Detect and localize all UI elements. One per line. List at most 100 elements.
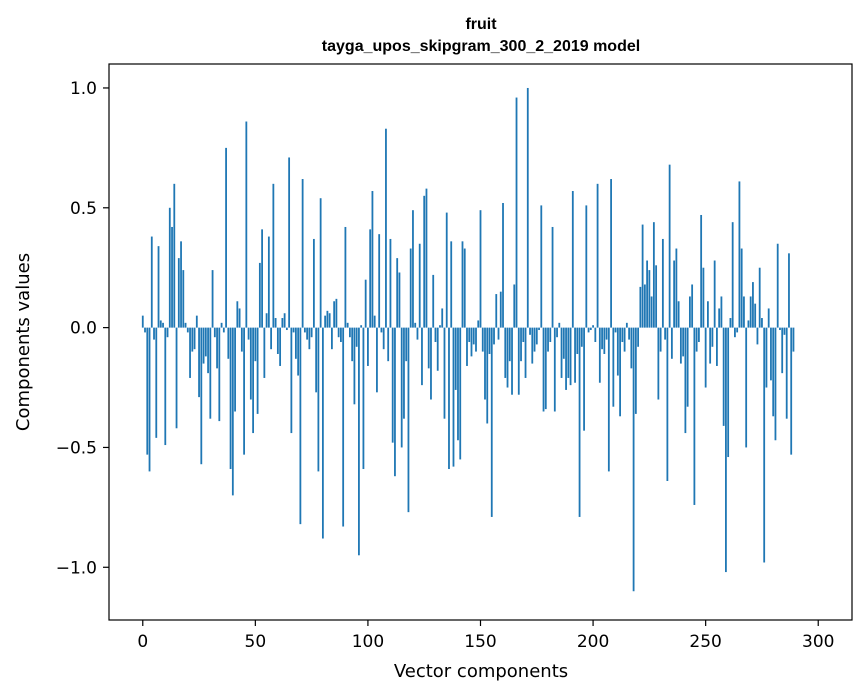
bar-154	[488, 327, 491, 354]
bar-150	[479, 210, 482, 328]
y-axis-ticks: −1.0 −0.5 0.0 0.5 1.0	[56, 79, 109, 578]
bar-70	[299, 327, 302, 525]
bar-231	[661, 238, 664, 328]
bar-109	[387, 327, 390, 362]
bar-217	[630, 327, 633, 369]
bar-226	[650, 296, 653, 328]
bar-106	[380, 327, 383, 333]
bar-95	[355, 327, 358, 347]
bar-257	[720, 296, 723, 328]
bar-25	[198, 327, 200, 398]
bar-93	[351, 327, 354, 362]
bar-33	[216, 327, 218, 369]
bar-166	[515, 97, 518, 328]
bar-9	[162, 322, 164, 328]
bar-57	[270, 327, 273, 350]
bar-51	[256, 327, 259, 414]
bar-248	[700, 214, 703, 328]
bar-282	[776, 243, 779, 328]
bar-98	[362, 327, 365, 470]
bar-37	[225, 147, 227, 328]
bar-201	[594, 327, 597, 342]
bar-286	[785, 327, 788, 419]
bar-237	[675, 248, 678, 328]
bar-139	[454, 327, 457, 390]
bar-223	[643, 284, 646, 328]
bar-177	[540, 205, 543, 328]
bar-85	[333, 301, 336, 328]
bar-221	[639, 286, 642, 328]
bar-289	[792, 327, 795, 352]
bar-218	[632, 327, 635, 592]
bar-89	[342, 327, 345, 527]
bar-59	[274, 318, 277, 328]
bar-112	[394, 327, 396, 477]
bar-199	[589, 327, 592, 331]
bar-10	[164, 327, 167, 446]
bar-212	[619, 327, 621, 417]
bar-143	[463, 248, 466, 328]
x-tick-label: 0	[137, 632, 148, 652]
bar-99	[364, 279, 367, 328]
bar-241	[684, 327, 687, 434]
bar-247	[698, 327, 700, 342]
bar-71	[301, 179, 304, 328]
bar-254	[713, 260, 716, 328]
bar-163	[508, 327, 511, 362]
bar-3	[148, 327, 151, 472]
bar-168	[520, 327, 522, 362]
bar-16	[177, 258, 180, 328]
bar-246	[695, 327, 698, 352]
bar-183	[553, 327, 556, 412]
bar-137	[450, 241, 453, 328]
bar-161	[504, 327, 507, 378]
bar-253	[711, 327, 714, 347]
bar-186	[560, 327, 563, 378]
bar-133	[441, 308, 444, 328]
bar-235	[670, 327, 673, 359]
bar-55	[265, 313, 268, 328]
bar-171	[526, 87, 529, 328]
bar-18	[182, 270, 185, 328]
bar-227	[652, 222, 655, 328]
bar-39	[229, 327, 232, 470]
bar-261	[729, 318, 732, 328]
bar-176	[538, 327, 540, 331]
bar-276	[763, 327, 766, 563]
bar-266	[740, 248, 743, 328]
chart-subtitle: tayga_upos_skipgram_300_2_2019 model	[322, 38, 640, 55]
bar-189	[567, 327, 570, 378]
bar-245	[693, 327, 696, 505]
bar-264	[736, 327, 739, 333]
bar-26	[200, 327, 203, 465]
bar-287	[788, 253, 790, 328]
bar-17	[180, 241, 182, 328]
bar-280	[772, 327, 775, 417]
bar-65	[288, 157, 291, 328]
bar-41	[234, 327, 236, 412]
bar-284	[781, 327, 784, 374]
bar-94	[353, 327, 356, 405]
bar-62	[281, 318, 284, 328]
bar-250	[704, 327, 707, 388]
bar-185	[558, 322, 561, 328]
bar-267	[743, 296, 745, 328]
bar-233	[666, 327, 669, 481]
bar-164	[511, 327, 513, 395]
bar-243	[688, 296, 691, 328]
bar-198	[587, 327, 590, 333]
bar-134	[443, 327, 446, 419]
bar-180	[547, 327, 549, 352]
bar-265	[738, 181, 741, 328]
bar-42	[236, 301, 239, 328]
bar-165	[513, 284, 516, 328]
bar-132	[439, 325, 441, 328]
bar-211	[616, 327, 619, 376]
bar-131	[436, 327, 439, 371]
bar-136	[448, 327, 450, 470]
bar-242	[686, 327, 689, 407]
bar-67	[292, 327, 295, 333]
bar-262	[731, 222, 734, 328]
bar-75	[310, 327, 313, 338]
